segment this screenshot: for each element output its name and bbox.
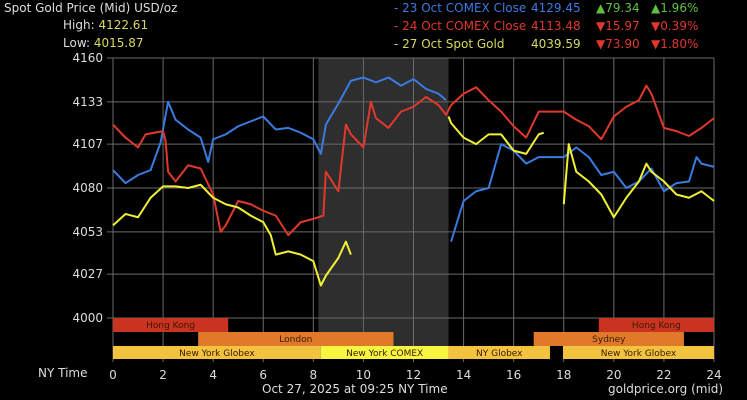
- session-bar-fill: [448, 346, 550, 359]
- session-bar: Sydney: [533, 332, 684, 346]
- source-credit: goldprice.org (mid): [608, 382, 724, 396]
- high-stat: High: 4122.61: [63, 18, 148, 32]
- low-stat: Low: 4015.87: [63, 36, 143, 50]
- session-label: New York COMEX: [346, 349, 423, 359]
- x-tick-label: 8: [310, 368, 318, 382]
- legend-label: - 24 Oct COMEX Close: [394, 19, 527, 33]
- comex-hours-shade: [318, 58, 449, 359]
- x-tick-label: 6: [259, 368, 267, 382]
- x-tick-label: 14: [456, 368, 471, 382]
- series-line: [112, 76, 447, 185]
- legend-price: 4113.48: [531, 19, 581, 33]
- session-bar: London: [198, 332, 394, 346]
- session-bar-fill: [113, 318, 229, 332]
- x-tick-label: 16: [506, 368, 521, 382]
- series-line: [112, 183, 352, 287]
- session-bar: Hong Kong: [113, 318, 229, 332]
- y-tick-label: 4053: [72, 225, 103, 239]
- legend-pct: ▲1.96%: [651, 1, 699, 15]
- session-label: London: [279, 335, 312, 345]
- legend-pct: ▼0.39%: [651, 19, 699, 33]
- session-bar: Hong Kong: [598, 318, 714, 332]
- legend-label: - 23 Oct COMEX Close: [394, 1, 527, 15]
- x-tick-label: 18: [556, 368, 571, 382]
- session-label: NY Globex: [476, 349, 523, 359]
- x-tick-label: 22: [656, 368, 671, 382]
- series-line: [562, 143, 715, 219]
- session-bar-fill: [562, 346, 714, 359]
- x-tick-label: 2: [159, 368, 167, 382]
- legend-pct: ▼1.80%: [651, 37, 699, 51]
- session-bar-fill: [113, 346, 321, 359]
- legend-price: 4039.59: [531, 37, 581, 51]
- session-bar: NY Globex: [448, 346, 550, 359]
- y-tick-label: 4000: [72, 311, 103, 325]
- x-tick-label: 10: [356, 368, 371, 382]
- session-label: Sydney: [592, 335, 626, 345]
- y-tick-label: 4107: [72, 137, 103, 151]
- session-bar-fill: [533, 332, 684, 346]
- session-bar-fill: [320, 346, 449, 359]
- legend-change: ▼73.90: [596, 37, 640, 51]
- x-tick-label: 4: [209, 368, 217, 382]
- session-label: New York Globex: [601, 349, 677, 359]
- x-tick-label: 20: [606, 368, 621, 382]
- session-bar: New York Globex: [113, 346, 321, 359]
- legend-price: 4129.45: [531, 1, 581, 15]
- session-label: New York Globex: [179, 349, 255, 359]
- series-27-oct-spot-gold: [112, 116, 715, 287]
- session-bar-fill: [598, 318, 714, 332]
- session-label: Hong Kong: [146, 321, 195, 331]
- timestamp: Oct 27, 2025 at 09:25 NY Time: [262, 382, 448, 396]
- series-line: [447, 116, 545, 155]
- low-label: Low:: [63, 36, 91, 50]
- x-tick-label: 0: [109, 368, 117, 382]
- y-tick-label: 4133: [72, 95, 103, 109]
- series-line: [112, 84, 715, 237]
- session-bar: New York COMEX: [320, 346, 449, 359]
- x-tick-label: 12: [406, 368, 421, 382]
- session-bar: New York Globex: [562, 346, 714, 359]
- session-label: Hong Kong: [632, 321, 681, 331]
- y-tick-label: 4027: [72, 267, 103, 281]
- series-24-oct-comex-close: [112, 84, 715, 237]
- series-23-oct-comex-close: [112, 76, 715, 242]
- session-bar-fill: [198, 332, 394, 346]
- chart-title: Spot Gold Price (Mid) USD/oz: [4, 1, 178, 15]
- low-value: 4015.87: [93, 36, 144, 50]
- high-label: High:: [63, 18, 95, 32]
- x-tick-label: 24: [706, 368, 721, 382]
- legend-change: ▼15.97: [596, 19, 640, 33]
- high-value: 4122.61: [98, 18, 149, 32]
- x-axis-label: NY Time: [38, 366, 88, 380]
- legend-change: ▲79.34: [596, 1, 640, 15]
- y-tick-label: 4160: [72, 51, 103, 65]
- series-line: [450, 143, 715, 242]
- y-tick-label: 4080: [72, 181, 103, 195]
- legend-label: - 27 Oct Spot Gold: [394, 37, 505, 51]
